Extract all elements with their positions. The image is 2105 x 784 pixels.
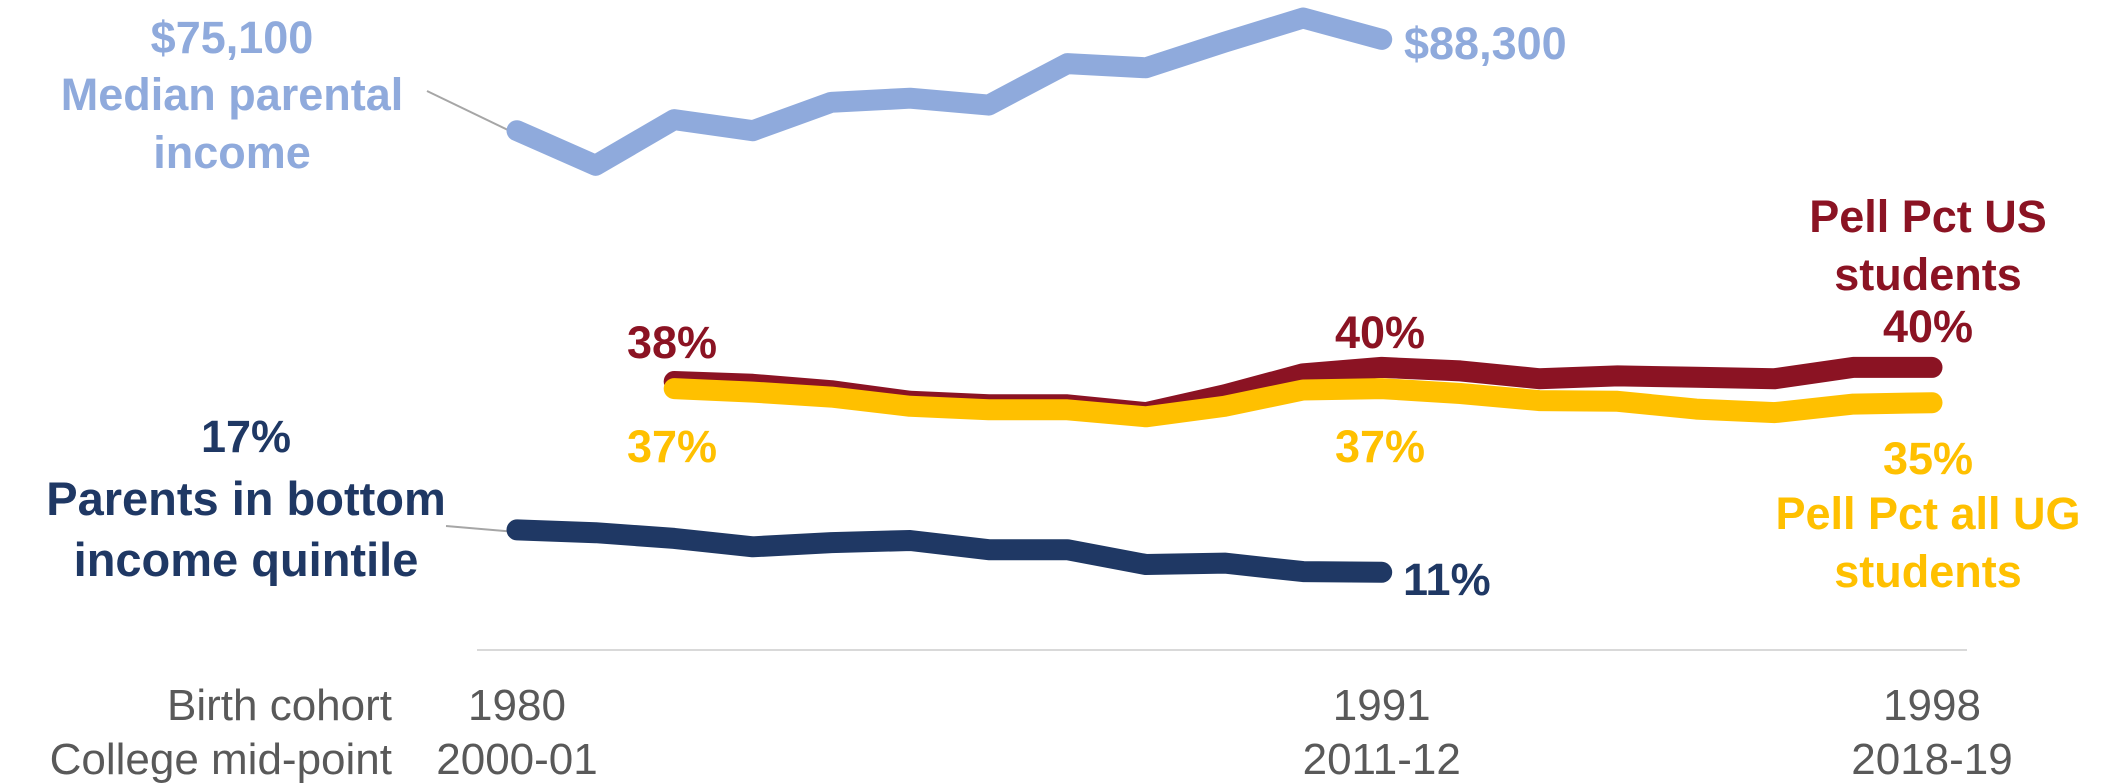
value-label: 38% — [626, 317, 718, 368]
connector — [426, 90, 511, 132]
value-label: $88,300 — [1404, 18, 1567, 69]
connector — [445, 525, 518, 533]
x2-tick-label: 2018-19 — [1851, 735, 2013, 784]
x-tick-label: 1991 — [1332, 681, 1431, 730]
value-label: 40% — [1334, 307, 1426, 358]
x-tick-label: 1980 — [468, 681, 566, 730]
value-label: 37% — [1334, 421, 1426, 472]
x2-tick-label: 2000-01 — [436, 735, 598, 784]
x2-tick-label: 2011-12 — [1302, 735, 1461, 784]
series-label: Parents in bottom income quintile — [46, 472, 446, 586]
series-label: Median parental income — [60, 69, 404, 178]
series-line — [506, 519, 1393, 583]
value-label: 37% — [626, 421, 718, 472]
value-label: $75,100 — [150, 12, 314, 63]
x2-axis-label: College mid-point — [49, 735, 392, 784]
value-label: 40% — [1882, 301, 1974, 352]
series-line — [506, 7, 1393, 176]
x-tick-label: 1998 — [1883, 681, 1981, 730]
series-label: Pell Pct all UG students — [1775, 488, 2081, 597]
value-label: 11% — [1403, 554, 1491, 605]
series-line — [663, 378, 1943, 428]
x-axis-label: Birth cohort — [167, 681, 392, 730]
series-label: Pell Pct US students — [1809, 191, 2047, 300]
value-label: 35% — [1882, 433, 1974, 484]
value-label: 17% — [200, 411, 292, 462]
